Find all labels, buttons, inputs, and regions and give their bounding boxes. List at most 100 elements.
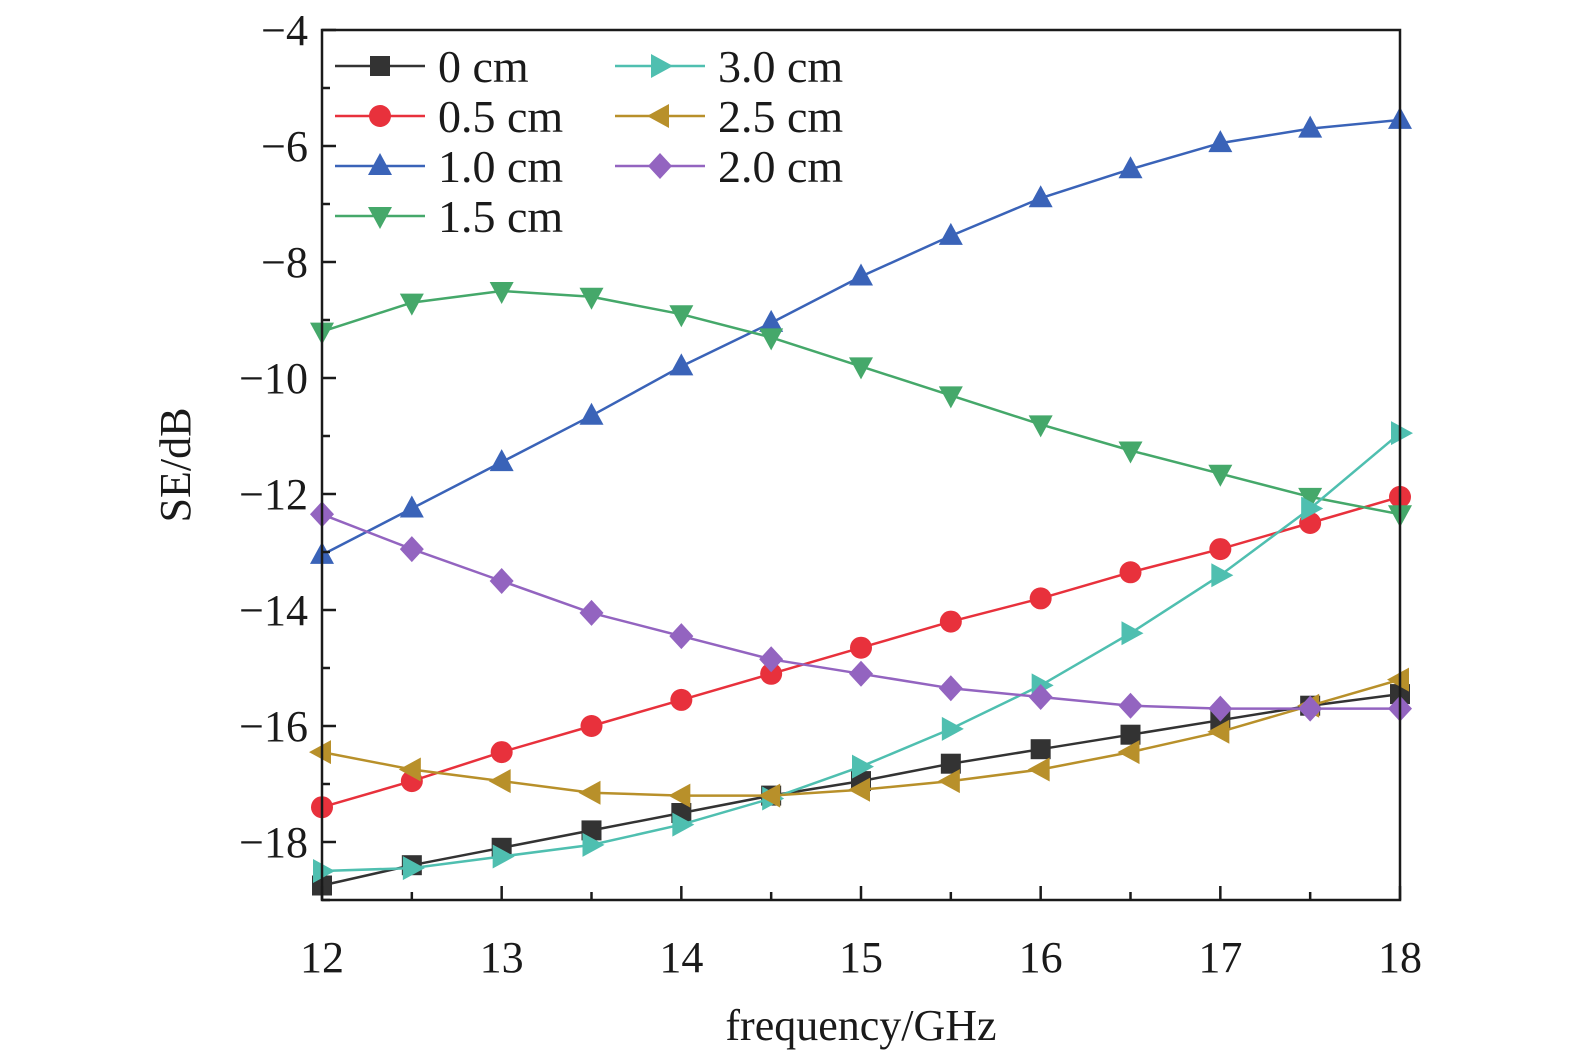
data-point [580,715,603,737]
y-tick-label: −12 [239,470,308,519]
legend-marker [369,105,391,127]
legend-item: 1.5 cm [335,191,563,242]
y-axis-title: SE/dB [151,408,200,523]
x-tick-label: 18 [1378,933,1422,982]
x-axis: 12 13 14 15 16 17 18 [300,886,1422,982]
legend-marker [647,104,669,128]
series-1-5-cm [310,282,1412,528]
data-point [1301,496,1324,521]
data-point [582,832,605,857]
y-tick-label: −10 [239,354,308,403]
legend-item: 0.5 cm [335,91,563,142]
data-point [1120,724,1141,745]
data-point [938,675,963,702]
data-point [1391,421,1413,446]
legend-label: 0 cm [438,41,529,92]
series-2-5-cm [309,667,1409,808]
x-tick-label: 17 [1198,933,1242,982]
legend-item: 3.0 cm [615,41,843,92]
data-point [1208,695,1233,722]
x-tick-label: 13 [480,933,524,982]
data-point [937,769,960,794]
data-point [489,449,514,472]
data-point [489,282,514,304]
y-tick-label: −8 [261,238,308,287]
data-point [940,753,961,774]
data-point [849,263,873,286]
data-point [848,777,870,802]
legend-item: 1.0 cm [335,141,563,192]
data-point [488,769,511,794]
y-tick-label: −18 [239,818,308,867]
legend-marker [370,56,390,76]
series-3-0-cm [313,421,1413,883]
data-point [313,859,335,883]
data-point [399,495,424,518]
data-point [669,305,694,328]
data-point [672,812,695,837]
data-point [1208,464,1233,487]
legend-item: 2.5 cm [615,91,843,142]
legend-label: 3.0 cm [718,41,843,92]
data-point [849,660,873,687]
y-tick-label: −16 [239,702,308,751]
data-point [668,783,691,808]
legend-label: 2.5 cm [718,91,843,142]
series-2-0-cm [310,501,1412,722]
y-tick-label: −4 [261,6,308,55]
data-point [1027,757,1050,782]
data-point [398,757,421,782]
data-point [1121,621,1144,646]
data-point [1118,692,1143,719]
data-point [1028,185,1053,208]
data-point [579,599,604,626]
data-point [850,636,872,659]
data-point [399,293,424,316]
data-point [760,662,783,685]
data-point [489,568,514,594]
data-point [579,402,604,425]
legend-label: 1.5 cm [438,191,563,242]
legend-marker [368,207,392,229]
legend-item: 0 cm [335,41,529,92]
series-line [321,289,1401,516]
legend-label: 0.5 cm [438,91,563,142]
data-point [1387,667,1409,692]
legend: 0 cm0.5 cm1.0 cm1.5 cm 3.0 cm2.5 cm2.0 cm [335,41,843,242]
legend-item: 2.0 cm [615,141,843,192]
x-tick-label: 16 [1019,933,1063,982]
data-point [939,610,962,633]
data-point [1209,538,1232,561]
legend-marker [651,54,673,78]
x-axis-title: frequency/GHz [725,1001,996,1050]
legend-marker [368,153,392,175]
data-point [1030,739,1051,760]
data-point [1028,684,1053,710]
data-point [402,856,425,881]
data-point [938,222,963,245]
series-1-0-cm [310,106,1412,564]
data-point [669,353,694,376]
data-point [1208,130,1233,153]
data-point [1298,115,1323,138]
legend-label: 2.0 cm [718,141,843,192]
data-point [938,386,963,409]
data-point [1118,441,1143,464]
data-point [1028,415,1053,438]
data-point [759,309,784,332]
data-point [1117,740,1140,765]
y-tick-label: −14 [239,586,308,635]
series-layer [309,106,1413,896]
legend-marker [648,153,672,179]
data-point [670,688,693,711]
data-point [1298,487,1323,510]
data-point [1119,561,1142,584]
data-point [849,357,873,380]
y-axis: −4 −6 −8 −10 −12 −14 −16 −18 [239,6,336,902]
data-point [1207,719,1230,744]
data-point [1118,156,1143,179]
data-point [1211,563,1234,588]
data-point [759,646,784,673]
legend-label: 1.0 cm [438,141,563,192]
